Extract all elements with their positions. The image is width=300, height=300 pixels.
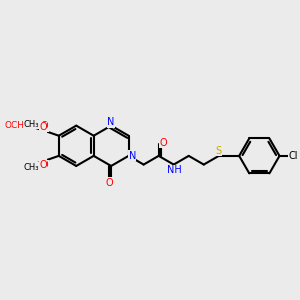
- Text: O: O: [40, 160, 48, 170]
- Text: O: O: [40, 122, 48, 131]
- Text: OCH₃: OCH₃: [4, 121, 28, 130]
- Text: CH₃: CH₃: [23, 163, 38, 172]
- Text: N: N: [129, 151, 136, 161]
- Text: O: O: [106, 178, 114, 188]
- Text: Cl: Cl: [288, 151, 298, 161]
- Text: O: O: [39, 160, 46, 170]
- Text: O: O: [160, 138, 167, 148]
- Text: S: S: [216, 146, 222, 156]
- Text: CH₃: CH₃: [23, 120, 38, 129]
- Text: O: O: [39, 122, 46, 132]
- Text: N: N: [107, 117, 115, 127]
- Text: NH: NH: [167, 165, 182, 175]
